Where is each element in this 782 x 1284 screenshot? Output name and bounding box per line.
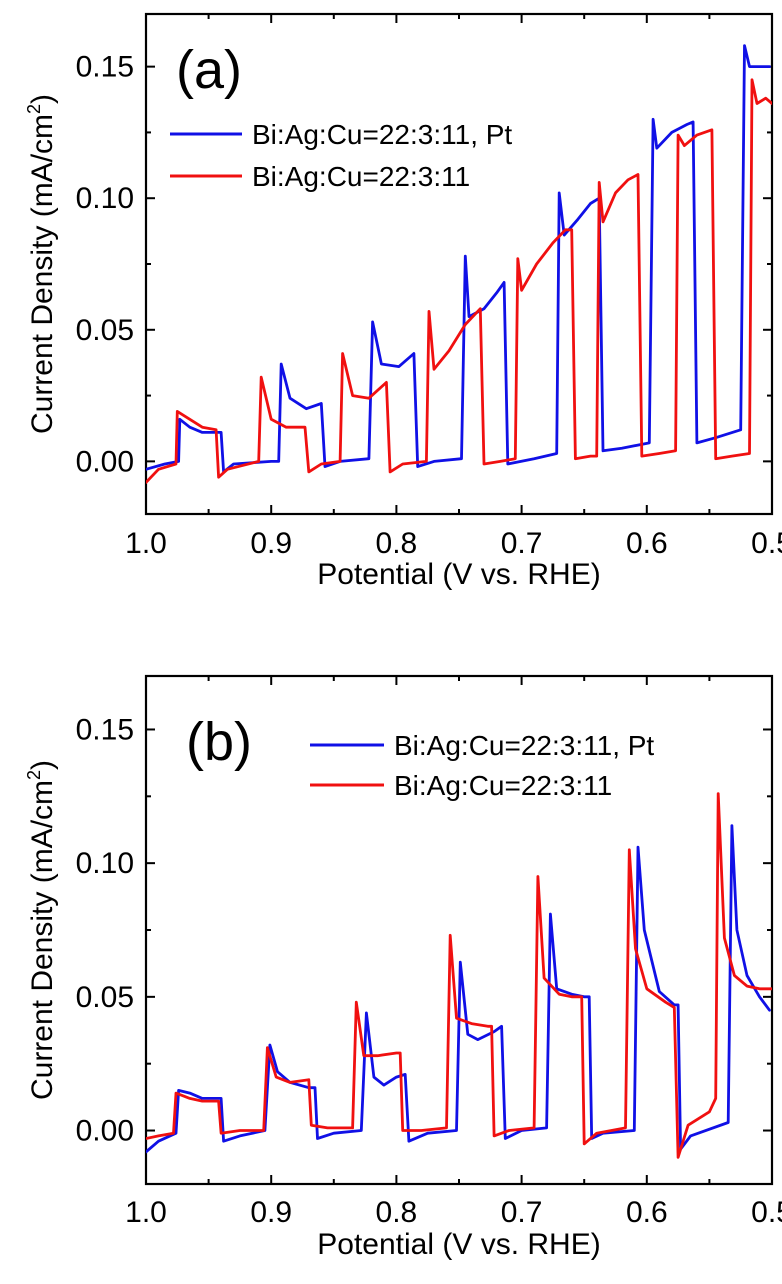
y-tick-label: 0.05	[76, 314, 134, 347]
x-tick-label: 0.7	[501, 527, 543, 560]
y-tick-label: 0.00	[76, 445, 134, 478]
x-tick-label: 0.8	[376, 527, 418, 560]
chart-panel-a: 1.0 0.9 0.8 0.7 0.6 0.5 0.00 0.05 0.10 0.15 Potent…	[24, 12, 782, 591]
x-tick-label: 1.0	[125, 1196, 167, 1229]
y-axis-title: Current Density (mA/cm2)	[24, 94, 59, 434]
y-tick-label: 0.10	[76, 847, 134, 880]
x-tick-label: 0.9	[250, 527, 292, 560]
chart-panel-b: 1.0 0.9 0.8 0.7 0.6 0.5 0.00 0.05 0.10 0.15 Potent…	[24, 674, 782, 1261]
x-tick-label: 0.7	[501, 1196, 543, 1229]
x-tick-label: 0.8	[376, 1196, 418, 1229]
y-tick-label: 0.00	[76, 1115, 134, 1148]
x-tick-label: 0.6	[626, 1196, 668, 1229]
legend-label: Bi:Ag:Cu=22:3:11	[252, 161, 470, 192]
x-axis-title: Potential (V vs. RHE)	[317, 1228, 600, 1261]
x-tick-label: 0.9	[250, 1196, 292, 1229]
legend-label: Bi:Ag:Cu=22:3:11	[394, 770, 612, 801]
y-tick-label: 0.15	[76, 51, 134, 84]
y-axis-title: Current Density (mA/cm2)	[24, 760, 59, 1100]
x-tick-label: 1.0	[125, 527, 167, 560]
y-tick-label: 0.05	[76, 981, 134, 1014]
x-tick-label: 0.6	[626, 527, 668, 560]
series-line-plain	[146, 78, 772, 484]
series-line-plain	[146, 792, 772, 1159]
x-tick-label: 0.5	[751, 1196, 782, 1229]
x-tick-label: 0.5	[751, 527, 782, 560]
legend-label: Bi:Ag:Cu=22:3:11, Pt	[252, 119, 512, 150]
legend-label: Bi:Ag:Cu=22:3:11, Pt	[394, 730, 654, 761]
panel-label: (a)	[176, 40, 242, 100]
panel-label: (b)	[186, 712, 252, 772]
x-axis-title: Potential (V vs. RHE)	[317, 558, 600, 591]
y-tick-label: 0.15	[76, 713, 134, 746]
y-tick-label: 0.10	[76, 182, 134, 215]
